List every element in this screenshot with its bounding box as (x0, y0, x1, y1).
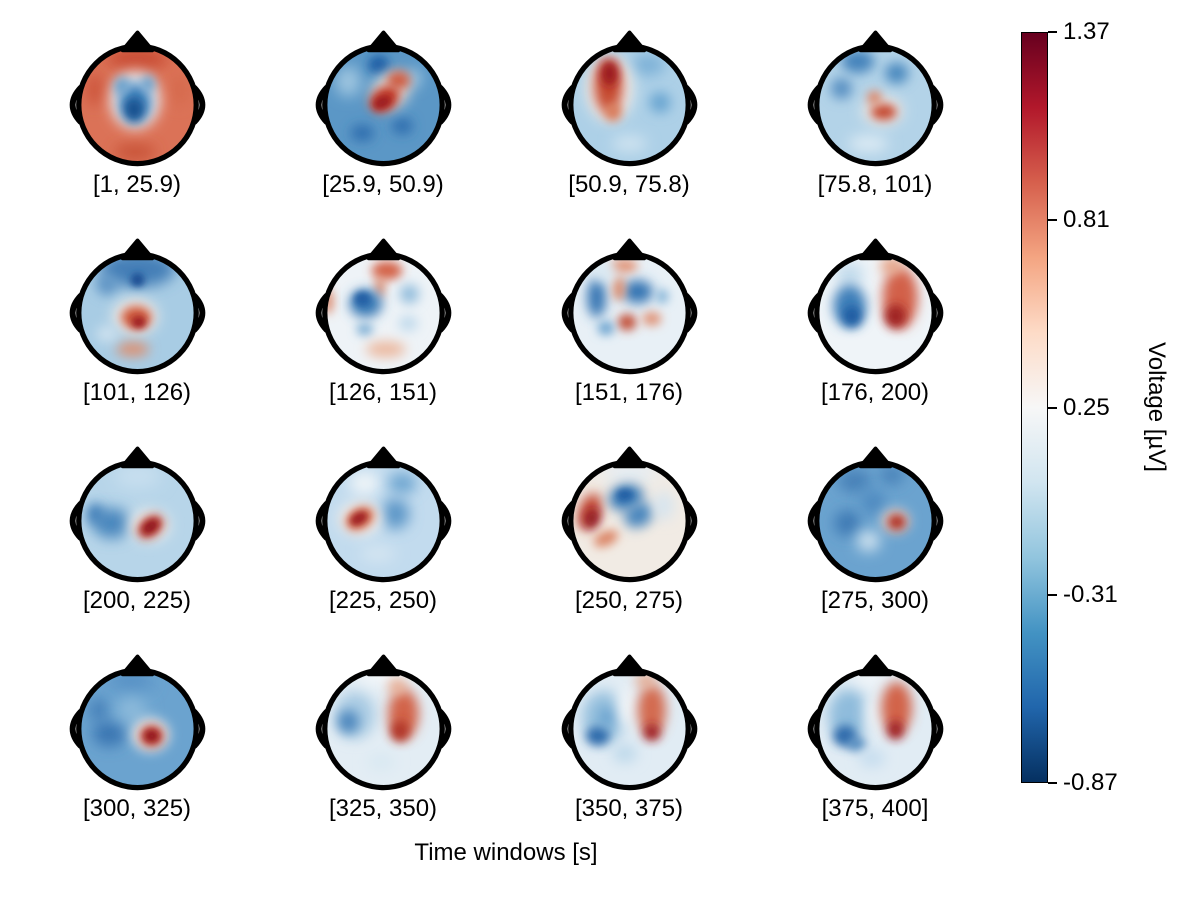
head-outline (813, 43, 937, 167)
topomap-cell: [126, 151) (260, 233, 506, 441)
colorbar-tick-label: 0.25 (1063, 393, 1110, 421)
colorbar-tick-label: -0.87 (1063, 769, 1118, 796)
head-outline (567, 43, 691, 167)
head-outline (813, 459, 937, 583)
time-window-label: [176, 200) (820, 379, 930, 406)
head-outline (321, 459, 445, 583)
colorbar-tick-label: 1.37 (1063, 18, 1110, 45)
topomap-cell: [50.9, 75.8) (506, 25, 752, 233)
topomap (807, 238, 943, 375)
head-outline (75, 43, 199, 167)
time-window-label: [375, 400] (821, 795, 929, 822)
topomap-cell: [25.9, 50.9) (260, 25, 506, 233)
topomap-cell: [350, 375) (506, 649, 752, 857)
topomap (69, 30, 205, 167)
time-window-label: [126, 151) (328, 379, 438, 406)
head-outline (567, 667, 691, 791)
topomap-cell: [250, 275) (506, 441, 752, 649)
colorbar: 1.37 0.81 0.25 -0.31 -0.87 (1021, 20, 1118, 795)
colorbar-tick-label: 0.81 (1063, 205, 1110, 233)
time-window-label: [300, 325) (82, 795, 192, 822)
time-window-label: [101, 126) (82, 379, 192, 406)
head-outline (75, 251, 199, 375)
topomap-cell: [200, 225) (14, 441, 260, 649)
topomap (561, 654, 697, 791)
time-window-label: [50.9, 75.8) (568, 171, 690, 198)
head-outline (567, 459, 691, 583)
topomap-cell: [176, 200) (752, 233, 998, 441)
time-window-label: [151, 176) (574, 379, 684, 406)
topomap (807, 446, 943, 583)
time-window-label: [225, 250) (328, 587, 438, 614)
head-outline (321, 43, 445, 167)
time-window-label: [75.8, 101) (817, 171, 933, 198)
colorbar-tick-mark (1048, 782, 1057, 784)
time-window-label: [350, 375) (574, 795, 684, 822)
colorbar-tick-mark (1048, 406, 1057, 409)
topomap-cell: [1, 25.9) (14, 25, 260, 233)
topomap (315, 446, 451, 583)
topomap-cell: [225, 250) (260, 441, 506, 649)
time-window-label: [250, 275) (574, 587, 684, 614)
topomap-cell: [101, 126) (14, 233, 260, 441)
x-axis-label: Time windows [s] (414, 839, 598, 866)
topomap (315, 30, 451, 167)
topomap-cell: [151, 176) (506, 233, 752, 441)
head-outline (813, 667, 937, 791)
colorbar-tick-mark (1048, 31, 1057, 33)
head-outline (567, 251, 691, 375)
topomap-cell: [75.8, 101) (752, 25, 998, 233)
time-window-label: [325, 350) (328, 795, 438, 822)
head-outline (321, 251, 445, 375)
time-window-label: [1, 25.9) (92, 171, 182, 198)
topomap-cell: [275, 300) (752, 441, 998, 649)
colorbar-tick-label: -0.31 (1063, 581, 1118, 609)
time-window-label: [200, 225) (82, 587, 192, 614)
topomap-grid: [1, 25.9) [25.9, 50.9) [50.9, 75.8) [75.8, … (14, 25, 998, 857)
time-window-label: [25.9, 50.9) (322, 171, 444, 198)
head-outline (813, 251, 937, 375)
colorbar-label: Voltage [µV] (1143, 342, 1170, 472)
time-window-label: [275, 300) (820, 587, 930, 614)
colorbar-tick-mark (1048, 594, 1057, 597)
topomap (561, 446, 697, 583)
colorbar-gradient (1021, 32, 1048, 783)
head-outline (75, 667, 199, 791)
topomap (315, 654, 451, 791)
topomap (69, 446, 205, 583)
head-outline (75, 459, 199, 583)
topomap (315, 238, 451, 375)
head-outline (321, 667, 445, 791)
topomap-cell: [375, 400] (752, 649, 998, 857)
topomap (807, 654, 943, 791)
topomap (807, 30, 943, 167)
topomap (561, 30, 697, 167)
topomap-cell: [300, 325) (14, 649, 260, 857)
topomap (561, 238, 697, 375)
colorbar-tick-mark (1048, 218, 1057, 221)
topomap-cell: [325, 350) (260, 649, 506, 857)
topomap (69, 238, 205, 375)
topomap (69, 654, 205, 791)
